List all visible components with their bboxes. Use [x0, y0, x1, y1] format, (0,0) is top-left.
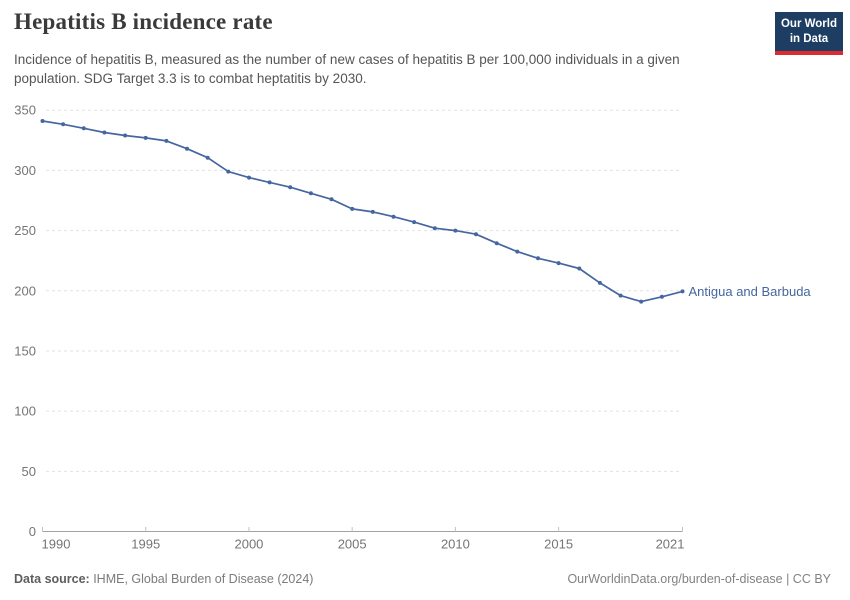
data-point	[205, 155, 210, 160]
chart-subtitle-line1: Incidence of hepatitis B, measured as th…	[14, 52, 644, 67]
data-point	[536, 256, 540, 261]
data-point	[453, 228, 458, 233]
y-tick-label: 250	[14, 223, 36, 238]
owid-url-link[interactable]: OurWorldinData.org/burden-of-disease | C…	[567, 572, 831, 586]
chart-subtitle-line2: given population. SDG Target 3.3 is to c…	[14, 52, 680, 87]
y-tick-label: 100	[14, 404, 36, 419]
data-point	[81, 126, 86, 131]
data-point	[350, 206, 355, 211]
data-point	[494, 241, 499, 246]
x-tick-label: 2010	[441, 537, 470, 552]
y-tick-label: 350	[14, 103, 36, 118]
data-point	[61, 122, 66, 127]
data-point	[143, 135, 148, 140]
data-point	[247, 175, 251, 180]
x-tick-label: 2021	[656, 537, 685, 552]
data-point	[680, 289, 685, 294]
entity-label: Antigua and Barbuda	[689, 284, 812, 299]
data-source-label: Data source:	[14, 572, 90, 586]
data-point	[329, 197, 334, 202]
x-tick-label: 2000	[234, 537, 263, 552]
data-point	[391, 214, 396, 219]
data-source: Data source: IHME, Global Burden of Dise…	[14, 572, 313, 586]
x-tick-label: 2005	[338, 537, 367, 552]
y-tick-label: 150	[14, 343, 36, 358]
data-point	[618, 293, 623, 298]
chart-footer: Data source: IHME, Global Burden of Dise…	[14, 572, 831, 586]
data-point	[515, 249, 520, 254]
data-point	[123, 133, 128, 138]
data-point	[308, 191, 313, 196]
data-point	[474, 232, 478, 237]
data-point	[639, 299, 644, 304]
data-point	[577, 266, 582, 271]
data-point	[40, 119, 45, 123]
data-point	[288, 185, 293, 190]
data-point	[556, 261, 561, 266]
data-point	[659, 294, 664, 299]
x-tick-label: 2015	[544, 537, 573, 552]
x-tick-label: 1995	[131, 537, 160, 552]
y-tick-label: 0	[29, 524, 36, 539]
data-point	[432, 226, 437, 231]
owid-logo: Our World in Data	[775, 12, 843, 55]
data-point	[412, 220, 417, 225]
chart-title: Hepatitis B incidence rate	[14, 9, 273, 34]
data-point	[226, 169, 231, 174]
owid-logo-line2: in Data	[789, 32, 829, 45]
y-tick-label: 50	[22, 464, 36, 479]
chart-subtitle: Incidence of hepatitis B, measured as th…	[14, 50, 724, 88]
data-point	[597, 280, 602, 285]
y-tick-label: 300	[14, 163, 36, 178]
data-point	[102, 130, 107, 135]
data-point	[267, 180, 272, 185]
data-point	[185, 146, 189, 151]
x-tick-label: 1990	[42, 537, 71, 552]
data-source-text: IHME, Global Burden of Disease (2024)	[89, 572, 314, 586]
y-tick-label: 200	[14, 283, 36, 298]
data-point	[370, 209, 375, 214]
data-line	[41, 120, 684, 303]
owid-logo-line1: Our World	[780, 18, 837, 30]
data-point	[164, 138, 169, 143]
